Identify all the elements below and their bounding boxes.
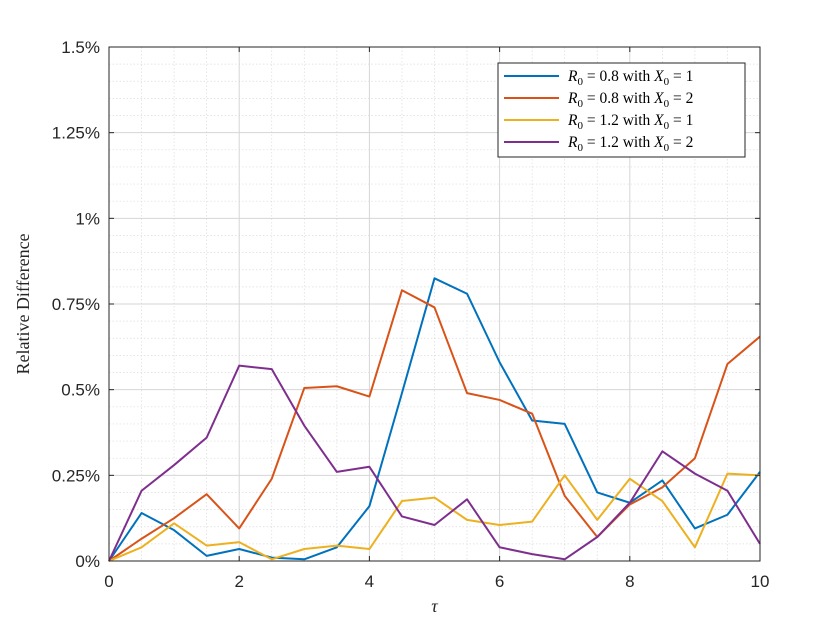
x-tick-label: 8	[625, 572, 634, 591]
x-axis-label: τ	[431, 596, 438, 616]
legend-entry-2: R0 = 0.8 with X0 = 2	[567, 90, 693, 110]
y-axis-label: Relative Difference	[13, 233, 33, 374]
y-tick-label: 0.75%	[52, 295, 100, 314]
y-tick-label: 1.25%	[52, 124, 100, 143]
series-layer	[108, 277, 761, 562]
x-tick-label: 10	[751, 572, 770, 591]
series-line-1	[108, 277, 761, 562]
series-line-3	[108, 472, 761, 562]
legend-entry-1: R0 = 0.8 with X0 = 1	[567, 68, 693, 88]
x-tick-label: 4	[365, 572, 374, 591]
x-tick-label: 6	[495, 572, 504, 591]
y-tick-label: 1%	[75, 209, 100, 228]
tick-labels: 0 2 4 6 8 10 0% 0.25% 0.5% 0.75% 1% 1.25% 1.5%	[52, 38, 770, 591]
ticks-layer	[108, 46, 761, 562]
legend: R0 = 0.8 with X0 = 1R0 = 0.8 with X0 = 2…	[497, 62, 746, 158]
series-line-4	[108, 364, 761, 562]
x-tick-label: 2	[234, 572, 243, 591]
y-tick-label: 0.25%	[52, 466, 100, 485]
legend-entry-3: R0 = 1.2 with X0 = 1	[567, 112, 693, 132]
y-tick-label: 1.5%	[61, 38, 100, 57]
y-tick-label: 0%	[75, 552, 100, 571]
legend-entry-4: R0 = 1.2 with X0 = 2	[567, 134, 693, 154]
x-tick-label: 0	[104, 572, 113, 591]
y-tick-label: 0.5%	[61, 381, 100, 400]
